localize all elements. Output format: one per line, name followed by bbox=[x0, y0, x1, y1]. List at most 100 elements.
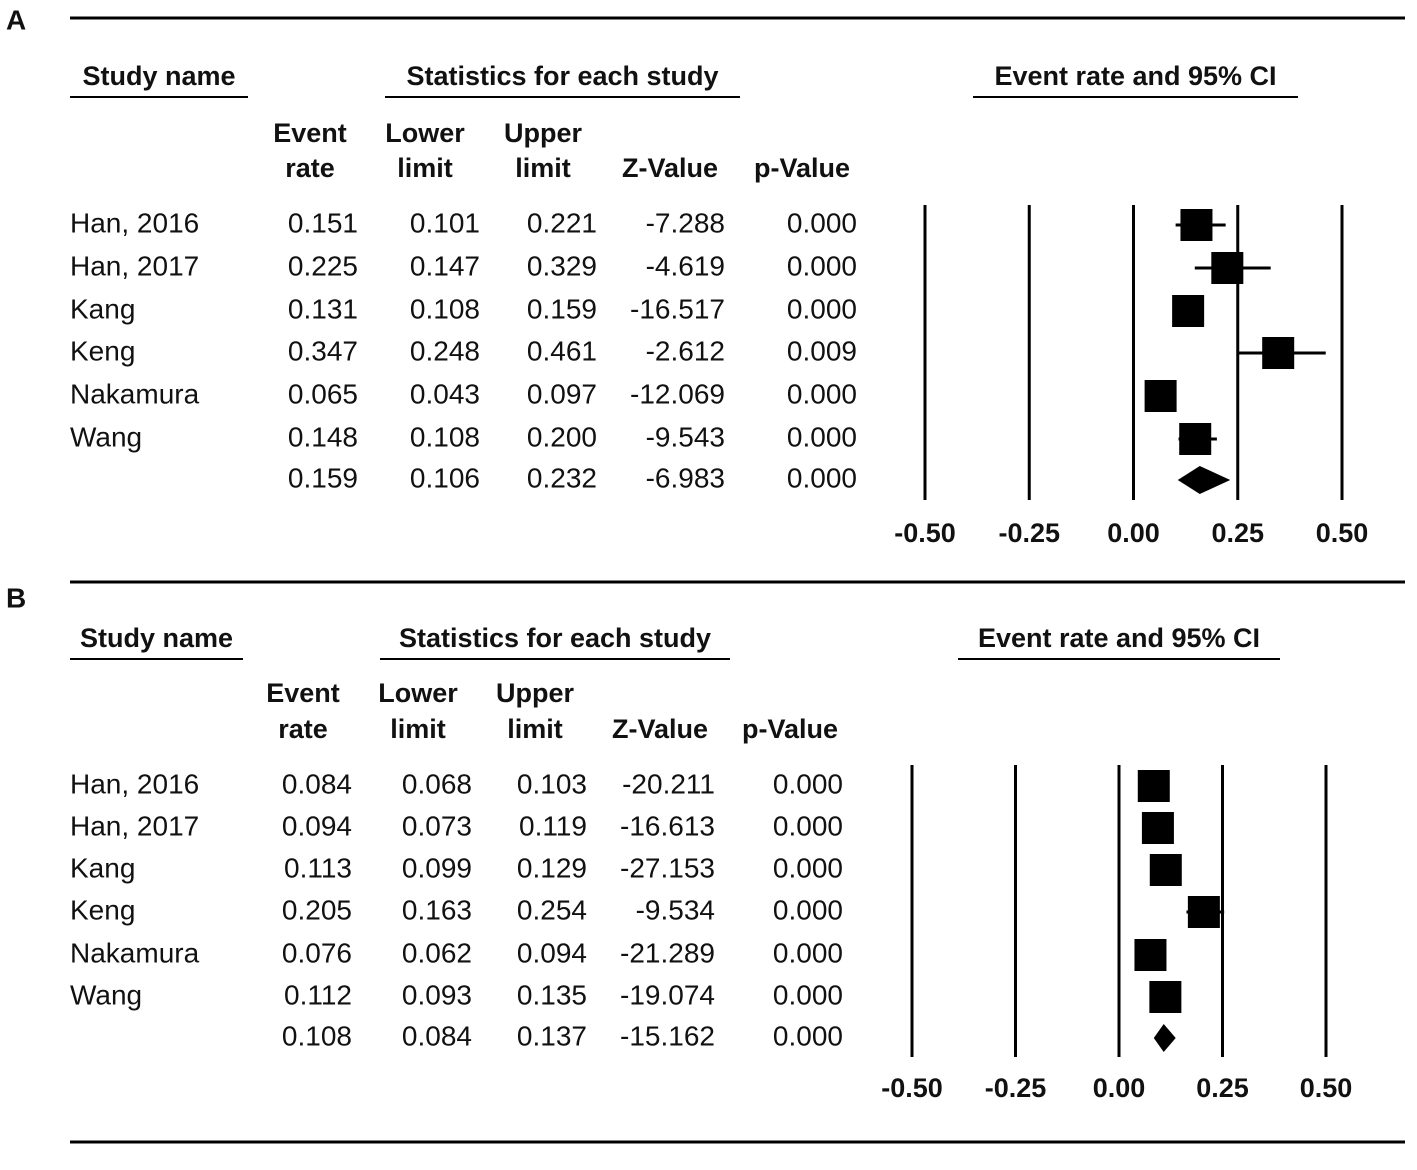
summary-diamond bbox=[1177, 466, 1231, 494]
z-value: -12.069 bbox=[630, 378, 725, 409]
lower-limit: 0.062 bbox=[402, 937, 472, 968]
upper-limit: 0.129 bbox=[517, 852, 587, 883]
column-header: Upper bbox=[496, 678, 575, 708]
panel-label: B bbox=[6, 582, 26, 613]
x-tick-label: 0.00 bbox=[1107, 518, 1160, 548]
lower-limit: 0.106 bbox=[410, 462, 480, 493]
point-estimate bbox=[1144, 380, 1177, 412]
point-estimate bbox=[1211, 252, 1244, 284]
study-name: Keng bbox=[70, 894, 135, 925]
point-estimate bbox=[1179, 423, 1212, 455]
study-name: Han, 2016 bbox=[70, 207, 199, 238]
upper-limit: 0.103 bbox=[517, 768, 587, 799]
p-value: 0.000 bbox=[787, 462, 857, 493]
study-name: Kang bbox=[70, 852, 135, 883]
p-value: 0.000 bbox=[773, 937, 843, 968]
lower-limit: 0.073 bbox=[402, 810, 472, 841]
event-rate: 0.151 bbox=[288, 207, 358, 238]
upper-limit: 0.329 bbox=[527, 250, 597, 281]
column-header: rate bbox=[278, 714, 328, 744]
x-tick-label: 0.50 bbox=[1300, 1073, 1353, 1103]
point-estimate bbox=[1137, 770, 1170, 802]
upper-limit: 0.159 bbox=[527, 293, 597, 324]
column-header: Lower bbox=[385, 118, 465, 148]
z-value: -16.517 bbox=[630, 293, 725, 324]
event-rate: 0.065 bbox=[288, 378, 358, 409]
column-header: p-Value bbox=[754, 153, 850, 183]
upper-limit: 0.254 bbox=[517, 894, 587, 925]
lower-limit: 0.108 bbox=[410, 293, 480, 324]
upper-limit: 0.097 bbox=[527, 378, 597, 409]
event-rate: 0.084 bbox=[282, 768, 352, 799]
p-value: 0.000 bbox=[773, 768, 843, 799]
x-tick-label: 0.50 bbox=[1316, 518, 1369, 548]
lower-limit: 0.101 bbox=[410, 207, 480, 238]
event-rate: 0.131 bbox=[288, 293, 358, 324]
x-tick-label: -0.25 bbox=[985, 1073, 1047, 1103]
z-value: -2.612 bbox=[646, 335, 725, 366]
event-rate: 0.159 bbox=[288, 462, 358, 493]
lower-limit: 0.248 bbox=[410, 335, 480, 366]
column-header: Z-Value bbox=[622, 153, 718, 183]
study-name: Keng bbox=[70, 335, 135, 366]
upper-limit: 0.461 bbox=[527, 335, 597, 366]
z-value: -16.613 bbox=[620, 810, 715, 841]
x-tick-label: -0.50 bbox=[894, 518, 956, 548]
p-value: 0.009 bbox=[787, 335, 857, 366]
study-name: Wang bbox=[70, 421, 142, 452]
point-estimate bbox=[1172, 295, 1205, 327]
x-tick-label: -0.50 bbox=[881, 1073, 943, 1103]
z-value: -20.211 bbox=[622, 768, 715, 799]
z-value: -9.543 bbox=[646, 421, 725, 452]
study-name: Han, 2017 bbox=[70, 810, 199, 841]
p-value: 0.000 bbox=[773, 979, 843, 1010]
lower-limit: 0.084 bbox=[402, 1020, 472, 1051]
study-name: Han, 2017 bbox=[70, 250, 199, 281]
point-estimate bbox=[1187, 896, 1220, 928]
event-rate: 0.113 bbox=[284, 852, 352, 883]
z-value: -9.534 bbox=[636, 894, 715, 925]
point-estimate bbox=[1180, 209, 1213, 241]
point-estimate bbox=[1149, 981, 1182, 1013]
study-name: Nakamura bbox=[70, 937, 200, 968]
z-value: -4.619 bbox=[646, 250, 725, 281]
lower-limit: 0.093 bbox=[402, 979, 472, 1010]
upper-limit: 0.200 bbox=[527, 421, 597, 452]
point-estimate bbox=[1262, 337, 1295, 369]
z-value: -6.983 bbox=[646, 462, 725, 493]
z-value: -21.289 bbox=[620, 937, 715, 968]
x-tick-label: 0.25 bbox=[1211, 518, 1264, 548]
event-rate: 0.347 bbox=[288, 335, 358, 366]
x-tick-label: -0.25 bbox=[998, 518, 1060, 548]
event-rate: 0.112 bbox=[284, 979, 352, 1010]
event-rate: 0.094 bbox=[282, 810, 352, 841]
section-header: Study name bbox=[80, 623, 233, 653]
column-header: Z-Value bbox=[612, 714, 708, 744]
study-name: Han, 2016 bbox=[70, 768, 199, 799]
upper-limit: 0.232 bbox=[527, 462, 597, 493]
p-value: 0.000 bbox=[773, 852, 843, 883]
column-header: Event bbox=[273, 118, 347, 148]
column-header: Lower bbox=[378, 678, 458, 708]
lower-limit: 0.043 bbox=[410, 378, 480, 409]
upper-limit: 0.135 bbox=[517, 979, 587, 1010]
upper-limit: 0.137 bbox=[517, 1020, 587, 1051]
point-estimate bbox=[1149, 854, 1182, 886]
lower-limit: 0.068 bbox=[402, 768, 472, 799]
upper-limit: 0.094 bbox=[517, 937, 587, 968]
lower-limit: 0.099 bbox=[402, 852, 472, 883]
column-header: limit bbox=[390, 714, 446, 744]
panel-label: A bbox=[6, 4, 26, 35]
p-value: 0.000 bbox=[773, 810, 843, 841]
upper-limit: 0.119 bbox=[519, 810, 587, 841]
section-header: Event rate and 95% CI bbox=[994, 61, 1276, 91]
p-value: 0.000 bbox=[773, 1020, 843, 1051]
section-header: Statistics for each study bbox=[406, 61, 718, 91]
column-header: Event bbox=[266, 678, 340, 708]
z-value: -7.288 bbox=[646, 207, 725, 238]
point-estimate bbox=[1141, 812, 1174, 844]
study-name: Wang bbox=[70, 979, 142, 1010]
p-value: 0.000 bbox=[787, 421, 857, 452]
